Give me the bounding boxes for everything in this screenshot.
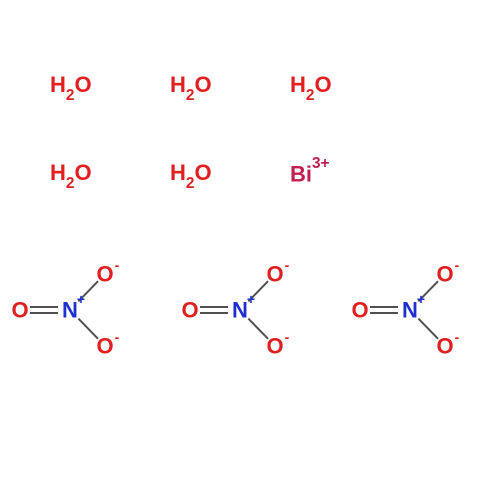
bond-line: [418, 319, 438, 339]
oxygen-atom: O: [96, 334, 113, 359]
oxygen-atom: O: [266, 334, 283, 359]
oxygen-atom: O: [11, 298, 28, 323]
charge-plus: +: [417, 291, 425, 307]
charge-minus: -: [115, 329, 120, 345]
oxygen-atom: O: [436, 334, 453, 359]
charge-minus: -: [115, 257, 120, 273]
charge-minus: -: [285, 329, 290, 345]
charge-minus: -: [285, 257, 290, 273]
oxygen-atom: O: [96, 262, 113, 287]
bond-line: [248, 319, 268, 339]
charge-minus: -: [455, 329, 460, 345]
charge-minus: -: [455, 257, 460, 273]
nitrogen-atom: N: [62, 298, 78, 323]
charge-plus: +: [247, 291, 255, 307]
oxygen-atom: O: [351, 298, 368, 323]
oxygen-atom: O: [181, 298, 198, 323]
nitrogen-atom: N: [402, 298, 418, 323]
oxygen-atom: O: [266, 262, 283, 287]
nitrogen-atom: N: [232, 298, 248, 323]
oxygen-atom: O: [436, 262, 453, 287]
bond-line: [78, 319, 98, 339]
charge-plus: +: [77, 291, 85, 307]
